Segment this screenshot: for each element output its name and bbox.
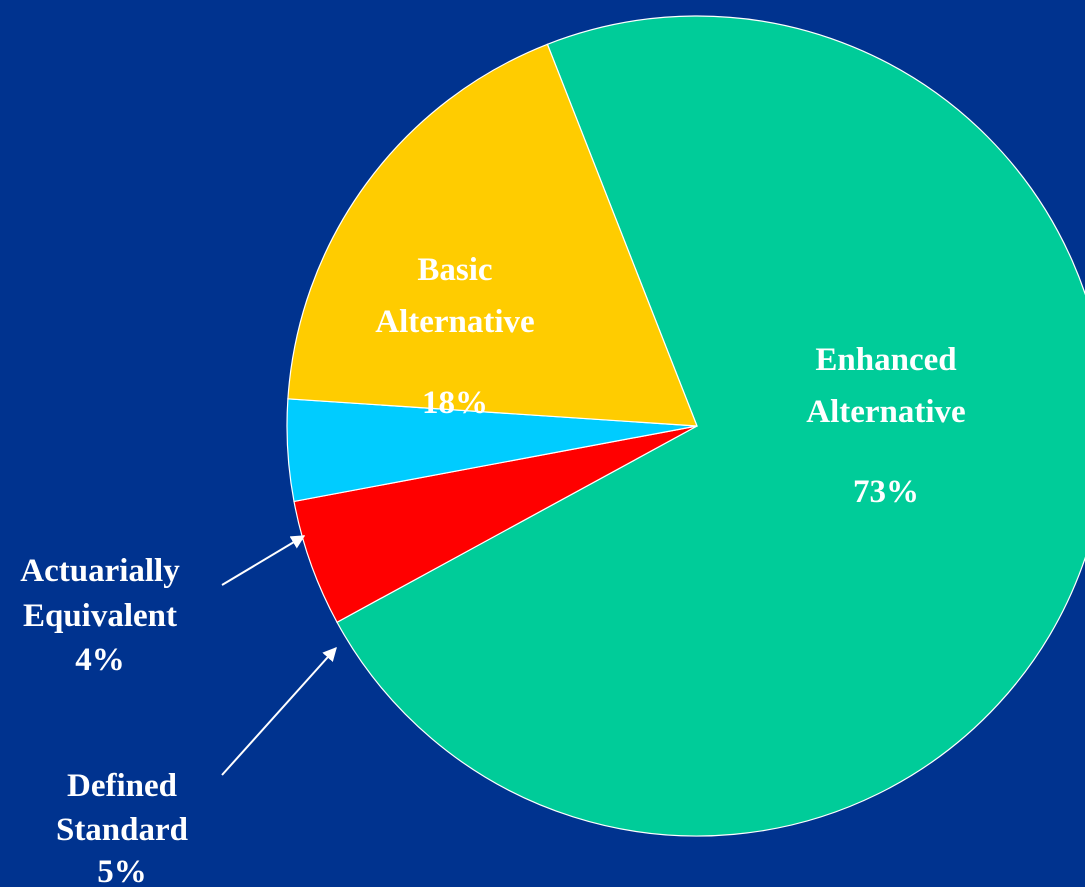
leader-arrow-actuarially-equivalent xyxy=(221,535,306,586)
slice-label-actuarially-equivalent-line-1: Actuarially xyxy=(20,553,180,589)
slice-label-defined-standard-line-2: Standard xyxy=(56,812,188,848)
slice-percent-enhanced-alternative: 73% xyxy=(853,474,919,510)
slice-percent-actuarially-equivalent: 4% xyxy=(75,642,125,678)
leader-arrow-defined-standard xyxy=(221,646,337,776)
slice-percent-defined-standard: 5% xyxy=(97,854,147,887)
slice-label-defined-standard-line-1: Defined xyxy=(67,768,177,804)
pie-slice-basic-alternative xyxy=(287,43,698,427)
pie-slice-enhanced-alternative xyxy=(336,15,1085,837)
slice-label-basic-alternative-line-1: Basic xyxy=(417,252,492,288)
slice-percent-basic-alternative: 18% xyxy=(422,385,488,421)
slice-label-enhanced-alternative-line-1: Enhanced xyxy=(815,342,956,378)
slice-label-actuarially-equivalent-line-2: Equivalent xyxy=(23,598,177,634)
slice-label-enhanced-alternative-line-2: Alternative xyxy=(806,394,965,430)
slice-label-basic-alternative-line-2: Alternative xyxy=(375,304,534,340)
